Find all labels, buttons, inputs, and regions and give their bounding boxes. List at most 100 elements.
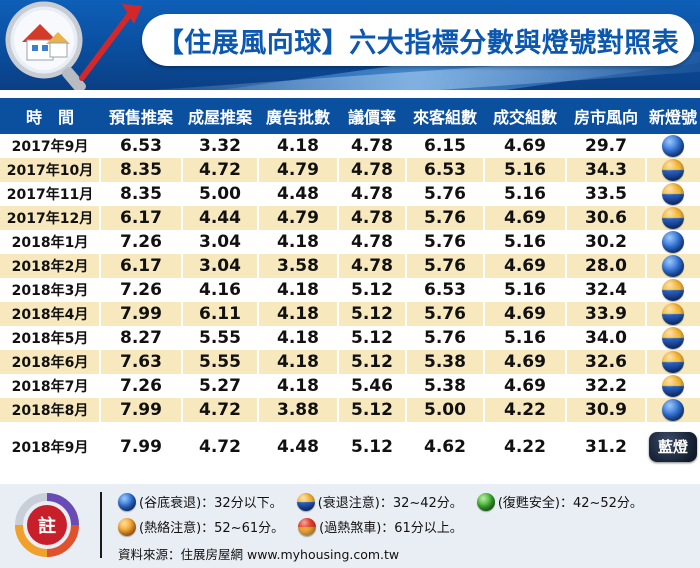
note-label: 註 — [38, 515, 56, 537]
cell-light — [646, 375, 700, 397]
cell-bargain-rate: 5.12 — [351, 437, 393, 457]
column-separator — [483, 134, 485, 472]
note-ring-icon: 註 — [15, 493, 79, 557]
legend-item-red: (過熱煞車)：61分以上。 — [298, 517, 463, 536]
cell-completed: 4.72 — [199, 160, 241, 180]
cell-market-wind: 31.2 — [585, 437, 627, 457]
data-source: 資料來源：住展房屋網 www.myhousing.com.tw — [118, 547, 400, 562]
table-row: 2018年4月 7.99 6.11 4.18 5.12 5.76 4.69 33.9 — [0, 302, 700, 326]
table-row: 2017年9月 6.53 3.32 4.18 4.78 6.15 4.69 29.7 — [0, 134, 700, 158]
cell-ads: 4.18 — [277, 280, 319, 300]
cell-date: 2017年11月 — [6, 187, 94, 203]
yellow-blue-light-icon — [662, 375, 684, 397]
table-row: 2018年8月 7.99 4.72 3.88 5.12 5.00 4.22 30.9 — [0, 398, 700, 422]
cell-market-wind: 32.6 — [585, 352, 627, 372]
cell-light — [646, 183, 700, 205]
cell-bargain-rate: 5.46 — [351, 376, 393, 396]
yellow-blue-light-icon — [662, 327, 684, 349]
cell-light — [646, 231, 700, 253]
yellow-blue-light-icon — [662, 351, 684, 373]
cell-visitors: 6.53 — [424, 280, 466, 300]
cell-bargain-rate: 5.12 — [351, 400, 393, 420]
legend-row-1: (谷底衰退)：32分以下。 (衰退注意)：32~42分。 (復甦安全)：42~5… — [118, 492, 657, 511]
cell-completed: 4.16 — [199, 280, 241, 300]
cell-light — [646, 159, 700, 181]
cell-light — [646, 399, 700, 421]
cell-date: 2017年9月 — [11, 139, 89, 155]
column-separator — [645, 134, 647, 472]
legend-text: (熱絡注意)：52~61分。 — [139, 521, 285, 536]
cell-date: 2018年3月 — [11, 283, 89, 299]
table-row: 2017年12月 6.17 4.44 4.79 4.78 5.76 4.69 30.6 — [0, 206, 700, 230]
cell-deals: 5.16 — [504, 184, 546, 204]
table-row: 2018年7月 7.26 5.27 4.18 5.46 5.38 4.69 32.2 — [0, 374, 700, 398]
cell-presale: 7.26 — [120, 280, 162, 300]
legend-text: (谷底衰退)：32分以下。 — [139, 496, 283, 511]
table-row: 2017年11月 8.35 5.00 4.48 4.78 5.76 5.16 33.5 — [0, 182, 700, 206]
cell-deals: 4.69 — [504, 304, 546, 324]
cell-date: 2018年9月 — [11, 440, 89, 456]
cell-light — [646, 135, 700, 157]
cell-deals: 4.69 — [504, 256, 546, 276]
cell-bargain-rate: 4.78 — [351, 184, 393, 204]
cell-completed: 3.32 — [199, 136, 241, 156]
header-market-wind: 房市風向 — [573, 108, 638, 127]
cell-date: 2018年1月 — [11, 235, 89, 251]
column-separator — [181, 134, 183, 472]
cell-completed: 6.11 — [199, 304, 241, 324]
legend-text: (過熱煞車)：61分以上。 — [319, 521, 463, 536]
header-bargain-rate: 議價率 — [347, 108, 396, 127]
cell-visitors: 5.76 — [424, 232, 466, 252]
column-separator — [337, 134, 339, 472]
cell-date: 2018年4月 — [11, 307, 89, 323]
cell-completed: 3.04 — [199, 256, 241, 276]
cell-light — [646, 351, 700, 373]
cell-market-wind: 32.2 — [585, 376, 627, 396]
cell-visitors: 5.38 — [424, 376, 466, 396]
cell-market-wind: 33.5 — [585, 184, 627, 204]
cell-presale: 7.26 — [120, 376, 162, 396]
cell-market-wind: 30.9 — [585, 400, 627, 420]
yellow-blue-light-icon — [296, 492, 315, 511]
cell-bargain-rate: 4.78 — [351, 208, 393, 228]
cell-presale: 8.27 — [120, 328, 162, 348]
table-row: 2018年6月 7.63 5.55 4.18 5.12 5.38 4.69 32.6 — [0, 350, 700, 374]
cell-presale: 8.35 — [120, 160, 162, 180]
cell-completed: 4.44 — [199, 208, 241, 228]
cell-date: 2017年12月 — [6, 211, 94, 227]
cell-bargain-rate: 5.12 — [351, 328, 393, 348]
cell-market-wind: 34.0 — [585, 328, 627, 348]
column-separator — [565, 134, 567, 472]
cell-ads: 4.48 — [277, 437, 319, 457]
cell-bargain-rate: 5.12 — [351, 280, 393, 300]
notes-panel: 註 (谷底衰退)：32分以下。 (衰退注意)：32~42分。 (復甦安全)：42… — [0, 484, 700, 568]
cell-visitors: 6.15 — [424, 136, 466, 156]
cell-completed: 3.04 — [199, 232, 241, 252]
legend-item-yellow-blue: (衰退注意)：32~42分。 — [296, 492, 463, 511]
cell-deals: 4.22 — [504, 437, 546, 457]
cell-presale: 7.99 — [120, 437, 162, 457]
cell-visitors: 5.76 — [424, 328, 466, 348]
cell-ads: 3.58 — [277, 256, 319, 276]
cell-bargain-rate: 4.78 — [351, 160, 393, 180]
table-row: 2018年5月 8.27 5.55 4.18 5.12 5.76 5.16 34.0 — [0, 326, 700, 350]
cell-presale: 7.63 — [120, 352, 162, 372]
table-header: 時 間 預售推案 成屋推案 廣告批數 議價率 來客組數 成交組數 房市風向 新燈… — [0, 98, 700, 134]
cell-bargain-rate: 4.78 — [351, 136, 393, 156]
yellow-blue-light-icon — [662, 159, 684, 181]
cell-presale: 8.35 — [120, 184, 162, 204]
cell-ads: 4.18 — [277, 232, 319, 252]
cell-visitors: 5.76 — [424, 304, 466, 324]
yellow-blue-light-icon — [662, 183, 684, 205]
column-separator — [99, 134, 101, 472]
cell-light — [646, 255, 700, 277]
cell-light — [646, 207, 700, 229]
legend-row-2: (熱絡注意)：52~61分。 (過熱煞車)：61分以上。 — [118, 517, 477, 536]
cell-bargain-rate: 4.78 — [351, 232, 393, 252]
cell-ads: 4.18 — [277, 136, 319, 156]
header-visitors: 來客組數 — [412, 108, 477, 127]
cell-completed: 5.55 — [199, 352, 241, 372]
cell-market-wind: 34.3 — [585, 160, 627, 180]
cell-light: 藍燈 — [646, 432, 700, 462]
cell-ads: 4.18 — [277, 328, 319, 348]
